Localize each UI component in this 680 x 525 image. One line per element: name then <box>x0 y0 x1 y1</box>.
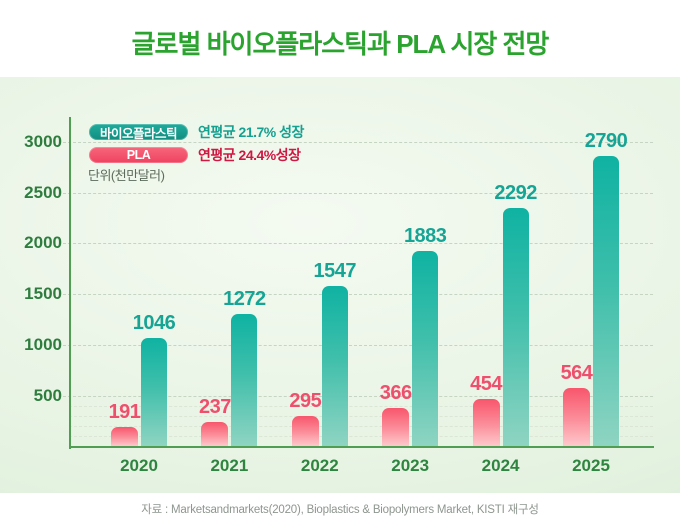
y-tick-2500: 2500 <box>24 182 62 202</box>
value-label-bioplastics-2022: 1547 <box>313 259 357 282</box>
gridline-1000 <box>63 344 653 346</box>
bar-bioplastics-2020 <box>141 337 167 447</box>
source-note: 자료 : Marketsandmarkets(2020), Bioplastic… <box>141 504 539 516</box>
minor-gridline-200 <box>69 426 653 428</box>
value-label-bioplastics-2021: 1272 <box>223 288 266 311</box>
value-label-bioplastics-2024: 2292 <box>494 182 537 205</box>
legend-growth-bioplastics: 연평균 21.7% 성장 <box>198 124 304 140</box>
y-tick-3000: 3000 <box>24 131 62 151</box>
x-axis-line <box>68 445 654 448</box>
legend-row-pla: PLA 연평균 24.4%성장 <box>89 147 304 163</box>
x-tick-2024: 2024 <box>481 455 520 475</box>
x-tick-2021: 2021 <box>210 455 249 475</box>
bar-pla-2025 <box>563 387 590 447</box>
y-tick-1000: 1000 <box>24 334 62 354</box>
value-label-pla-2022: 295 <box>289 389 322 412</box>
x-tick-2020: 2020 <box>120 455 158 475</box>
legend-row-bioplastics: 바이오플라스틱 연평균 21.7% 성장 <box>89 124 304 141</box>
bar-bioplastics-2021 <box>231 314 258 447</box>
bar-bioplastics-2025 <box>593 156 619 447</box>
bar-bioplastics-2023 <box>412 250 439 447</box>
unit-label: 단위(천만달러) <box>88 168 165 183</box>
bar-pla-2020 <box>111 426 138 447</box>
gridline-3000 <box>63 141 653 143</box>
value-label-bioplastics-2025: 2790 <box>584 130 628 153</box>
x-tick-2022: 2022 <box>300 455 339 475</box>
legend-growth-pla: 연평균 24.4%성장 <box>198 147 301 163</box>
x-tick-2025: 2025 <box>572 455 610 475</box>
value-label-pla-2023: 366 <box>379 382 412 405</box>
y-axis-line <box>68 117 71 449</box>
bar-bioplastics-2022 <box>321 285 348 447</box>
value-label-pla-2021: 237 <box>198 395 231 418</box>
bar-pla-2024 <box>472 399 500 447</box>
legend-swatch-bioplastics: 바이오플라스틱 <box>89 124 188 141</box>
y-tick-500: 500 <box>33 385 62 405</box>
bar-pla-2021 <box>201 421 229 447</box>
y-tick-1500: 1500 <box>24 284 62 304</box>
gridline-2000 <box>63 243 653 245</box>
y-tick-2000: 2000 <box>24 233 62 253</box>
bar-pla-2022 <box>291 415 319 447</box>
minor-gridline-400 <box>69 405 653 407</box>
x-tick-2023: 2023 <box>391 455 430 475</box>
minor-gridline-300 <box>69 416 653 418</box>
minor-gridline-100 <box>69 436 653 438</box>
value-label-bioplastics-2020: 1046 <box>132 311 176 334</box>
legend-swatch-pla: PLA <box>89 147 188 163</box>
value-label-pla-2024: 454 <box>470 373 503 396</box>
bar-bioplastics-2024 <box>502 208 529 447</box>
value-label-bioplastics-2023: 1883 <box>403 224 447 247</box>
page-title: 글로벌 바이오플라스틱과 PLA 시장 전망 <box>131 29 550 59</box>
bar-pla-2023 <box>382 408 410 447</box>
gridline-500 <box>63 395 653 397</box>
gridline-2500 <box>63 192 653 194</box>
gridline-1500 <box>63 294 653 296</box>
chart-legend: 바이오플라스틱 연평균 21.7% 성장 PLA 연평균 24.4%성장 <box>89 124 304 163</box>
value-label-pla-2025: 564 <box>560 361 593 384</box>
value-label-pla-2020: 191 <box>108 400 141 423</box>
